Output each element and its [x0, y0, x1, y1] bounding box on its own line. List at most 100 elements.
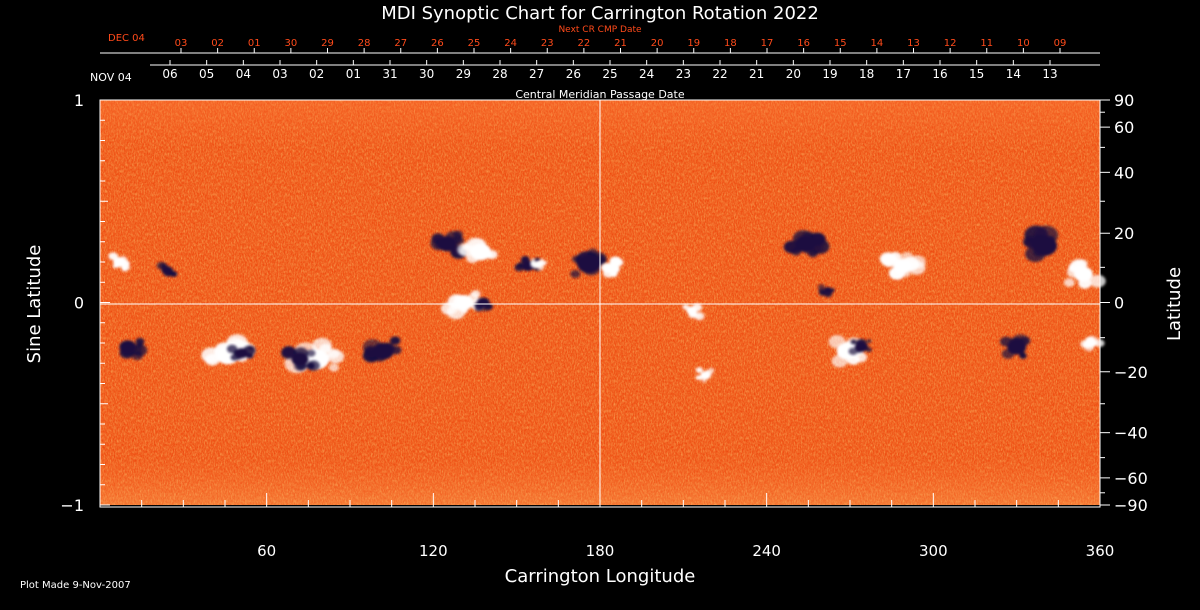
region-core	[1086, 338, 1097, 348]
magnetogram	[100, 100, 1106, 505]
region-blob	[306, 349, 316, 357]
active-region-positive	[695, 367, 715, 383]
x-tick-label: 360	[1086, 542, 1115, 560]
region-blob	[865, 347, 872, 353]
active-region-negative	[119, 337, 148, 361]
cmp-date-label: 04	[236, 67, 251, 81]
next-cr-start-label: DEC 04	[108, 33, 145, 44]
region-core	[893, 258, 913, 274]
region-blob	[281, 346, 297, 358]
region-blob	[248, 346, 254, 351]
region-blob	[817, 284, 825, 290]
right-tick-label: −60	[1114, 469, 1148, 488]
next-cr-date-label: 26	[431, 38, 444, 49]
next-cr-date-label: 25	[468, 38, 481, 49]
next-cr-date-label: 12	[944, 38, 957, 49]
cmp-date-label: 22	[712, 67, 727, 81]
axes: 60 120 180 240 300 360 1 0 −1 90 60 40 20 0 −20 −40 −60 −…	[60, 91, 1147, 560]
left-tick-label: −1	[60, 496, 84, 515]
left-tick-label: 1	[74, 91, 84, 110]
active-region-negative	[1000, 334, 1031, 360]
next-cr-date-label: 27	[394, 38, 407, 49]
region-blob	[327, 349, 345, 364]
cmp-date-label: 18	[859, 67, 874, 81]
next-cr-date-label: 03	[175, 38, 188, 49]
cmp-date-label: 17	[896, 67, 911, 81]
region-blob	[125, 265, 131, 270]
active-region-positive	[1063, 259, 1106, 289]
active-region-positive	[457, 237, 498, 263]
right-tick-label: −90	[1114, 496, 1148, 515]
region-core	[1007, 339, 1027, 355]
region-blob	[866, 339, 872, 343]
cmp-start-label: NOV 04	[90, 71, 132, 84]
cmp-date-label: 01	[346, 67, 361, 81]
active-region-negative	[1022, 225, 1059, 263]
cmp-date-label: 28	[492, 67, 507, 81]
active-region-negative	[281, 346, 320, 371]
region-core	[534, 260, 544, 268]
region-core	[836, 342, 858, 360]
x-axis-label: Carrington Longitude	[505, 566, 696, 587]
region-blob	[1019, 353, 1027, 360]
region-core	[823, 286, 832, 294]
region-blob	[205, 353, 220, 366]
right-tick-label: 20	[1114, 224, 1134, 243]
next-cr-date-label: 11	[980, 38, 993, 49]
cmp-date-label: 13	[1042, 67, 1057, 81]
active-region-positive	[682, 303, 705, 321]
x-tick-label: 60	[257, 542, 276, 560]
next-cr-date-label: 28	[358, 38, 371, 49]
region-core	[854, 342, 868, 353]
next-cr-date-label: 21	[614, 38, 627, 49]
x-tick-label: 240	[752, 542, 781, 560]
next-cr-date-axis: 03 02 01 30 29 28 27 26 25 24 23 22 21 20 19 18 17 16 15 14…	[175, 38, 1067, 53]
active-region-negative	[817, 284, 835, 298]
cmp-date-label: 25	[602, 67, 617, 81]
region-core	[119, 340, 137, 354]
active-region-negative	[362, 336, 402, 363]
cmp-date-label: 31	[382, 67, 397, 81]
y-axis-label-right: Latitude	[1164, 267, 1185, 341]
right-tick-label: 40	[1114, 163, 1134, 182]
next-cr-date-label: 23	[541, 38, 554, 49]
next-cr-date-label: 09	[1054, 38, 1067, 49]
region-core	[686, 306, 697, 315]
left-tick-label: 0	[74, 294, 84, 313]
x-tick-label: 180	[586, 542, 615, 560]
cmp-date-label: 23	[676, 67, 691, 81]
region-core	[113, 256, 126, 268]
cmp-date-label: 21	[749, 67, 764, 81]
next-cr-date-label: 22	[578, 38, 591, 49]
next-cr-date-label: 29	[321, 38, 334, 49]
cmp-date-label: 14	[1006, 67, 1021, 81]
region-core	[161, 265, 172, 275]
active-region-negative	[226, 344, 256, 361]
active-region-negative	[430, 230, 467, 259]
chart-title: MDI Synoptic Chart for Carrington Rotati…	[381, 3, 819, 24]
region-blob	[708, 367, 715, 373]
active-region-positive	[530, 258, 548, 271]
region-blob	[879, 252, 897, 266]
cmp-date-label: 02	[309, 67, 324, 81]
active-region-positive	[108, 252, 131, 272]
region-blob	[328, 363, 339, 372]
cmp-date-label: 29	[456, 67, 471, 81]
region-core	[454, 294, 474, 311]
region-blob	[570, 269, 581, 279]
next-cr-date-label: 24	[504, 38, 517, 49]
y-axis-label-left: Sine Latitude	[24, 245, 45, 364]
next-cr-date-label: 14	[871, 38, 884, 49]
active-region-negative	[783, 230, 830, 258]
region-blob	[695, 367, 704, 374]
right-tick-label: 90	[1114, 91, 1134, 110]
cmp-date-label: 16	[932, 67, 947, 81]
active-region-negative	[156, 261, 178, 277]
active-region-positive	[1080, 335, 1105, 352]
next-cr-date-label: 02	[211, 38, 224, 49]
region-core	[291, 352, 309, 366]
region-blob	[389, 336, 401, 345]
next-cr-date-label: 30	[285, 38, 298, 49]
region-core	[577, 254, 601, 274]
